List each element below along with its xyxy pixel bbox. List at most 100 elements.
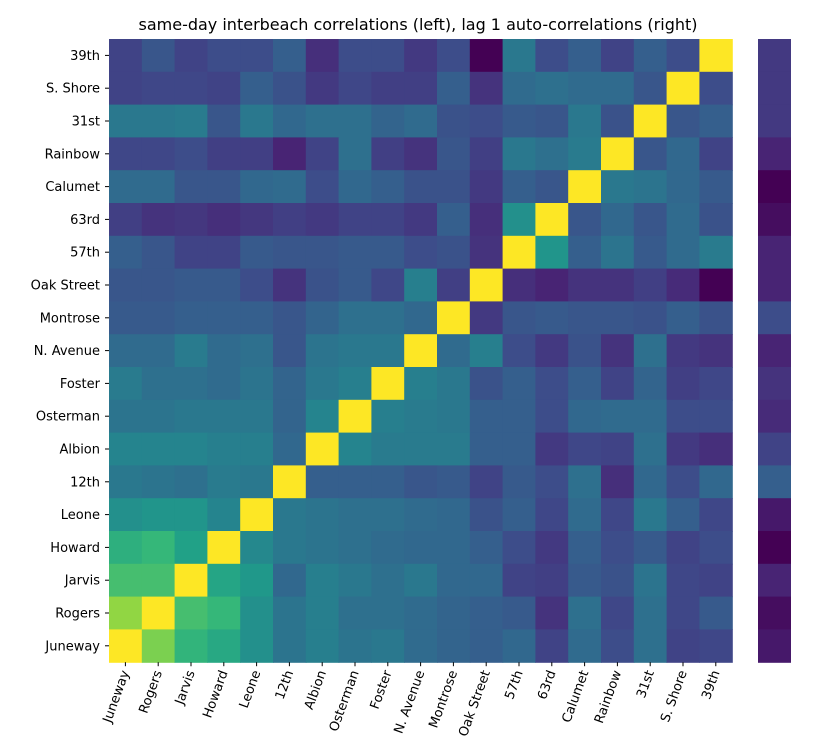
heatmap-cell [207, 498, 241, 532]
heatmap-cell [305, 71, 340, 106]
heatmap-cell [502, 334, 536, 368]
autocorrelation-cell [758, 268, 791, 302]
heatmap-cell [601, 203, 635, 237]
heatmap-cell [273, 104, 307, 138]
heatmap-cell [109, 498, 143, 532]
heatmap-cell [207, 39, 241, 73]
heatmap-cell [699, 432, 733, 466]
heatmap-cell [633, 367, 668, 401]
heatmap-cell [207, 71, 241, 106]
heatmap-cell [437, 235, 471, 270]
heatmap-cell [174, 629, 208, 663]
heatmap-cell [601, 531, 635, 565]
heatmap-cell [141, 432, 176, 466]
x-tick-label: Calumet [560, 668, 593, 724]
autocorrelation-cell [758, 170, 791, 204]
heatmap-cell [174, 71, 208, 106]
heatmap-cell [666, 137, 700, 171]
heatmap-cell [207, 203, 241, 237]
heatmap-cell [568, 465, 602, 499]
heatmap-cell [535, 596, 569, 630]
heatmap-cell [174, 563, 208, 598]
heatmap-cell [666, 465, 700, 499]
heatmap-cell [568, 39, 602, 73]
autocorrelation-cell [758, 531, 791, 565]
heatmap-cell [371, 301, 405, 335]
heatmap-cell [469, 203, 504, 237]
heatmap-cell [338, 367, 372, 401]
autocorrelation-cell [758, 367, 791, 401]
heatmap-cell [273, 531, 307, 565]
heatmap-cell [568, 432, 602, 466]
heatmap-cell [240, 39, 274, 73]
heatmap-cell [174, 268, 208, 302]
heatmap-cell [141, 465, 176, 499]
heatmap-cell [633, 334, 668, 368]
heatmap-cell [699, 367, 733, 401]
y-tick-label: Rogers [55, 607, 100, 622]
heatmap-cell [601, 596, 635, 630]
heatmap-cell [305, 596, 340, 630]
heatmap-cell [273, 596, 307, 630]
heatmap-cell [469, 498, 504, 532]
heatmap-cell [141, 596, 176, 630]
heatmap-cell [568, 170, 602, 204]
heatmap-cell [699, 268, 733, 302]
heatmap-cell [207, 465, 241, 499]
heatmap-cell [437, 170, 471, 204]
heatmap-cell [469, 334, 504, 368]
heatmap-cell [699, 203, 733, 237]
heatmap-cell [535, 170, 569, 204]
heatmap-cell [666, 563, 700, 598]
heatmap-cell [502, 301, 536, 335]
heatmap-cell [437, 596, 471, 630]
heatmap-cell [305, 235, 340, 270]
heatmap-cell [502, 563, 536, 598]
heatmap-cell [437, 301, 471, 335]
heatmap-cell [502, 629, 536, 663]
heatmap-cell [601, 629, 635, 663]
heatmap-cell [601, 563, 635, 598]
heatmap-cell [338, 71, 372, 106]
heatmap-cell [207, 432, 241, 466]
y-tick-label: Calumet [45, 180, 100, 195]
heatmap-cell [469, 629, 504, 663]
heatmap-cell [305, 465, 340, 499]
heatmap-cell [240, 170, 274, 204]
heatmap-cell [240, 367, 274, 401]
heatmap-cell [601, 137, 635, 171]
heatmap-cell [437, 531, 471, 565]
autocorrelation-cell [758, 71, 791, 106]
heatmap-cell [502, 104, 536, 138]
heatmap-cell [207, 235, 241, 270]
heatmap-cell [699, 498, 733, 532]
heatmap-cell [240, 104, 274, 138]
heatmap-cell [437, 629, 471, 663]
heatmap-cell [633, 104, 668, 138]
heatmap-cell [404, 399, 438, 434]
heatmap-cell [174, 498, 208, 532]
heatmap-cell [338, 498, 372, 532]
heatmap-cell [273, 563, 307, 598]
heatmap-cell [371, 203, 405, 237]
heatmap-cell [535, 498, 569, 532]
heatmap-cell [469, 367, 504, 401]
heatmap-cell [273, 71, 307, 106]
heatmap-cell [601, 104, 635, 138]
heatmap-cell [437, 203, 471, 237]
heatmap-cell [699, 465, 733, 499]
x-tick-label: 63rd [535, 668, 559, 701]
heatmap-cell [633, 432, 668, 466]
y-tick-label: Osterman [36, 410, 100, 425]
heatmap-cell [568, 203, 602, 237]
heatmap-cell [109, 268, 143, 302]
y-tick-label: S. Shore [46, 82, 100, 97]
heatmap-cell [207, 563, 241, 598]
heatmap-cell [141, 629, 176, 663]
heatmap-cell [437, 399, 471, 434]
heatmap-cell [371, 629, 405, 663]
heatmap-cell [240, 563, 274, 598]
heatmap-cell [273, 367, 307, 401]
heatmap-cell [666, 71, 700, 106]
heatmap-cell [666, 399, 700, 434]
